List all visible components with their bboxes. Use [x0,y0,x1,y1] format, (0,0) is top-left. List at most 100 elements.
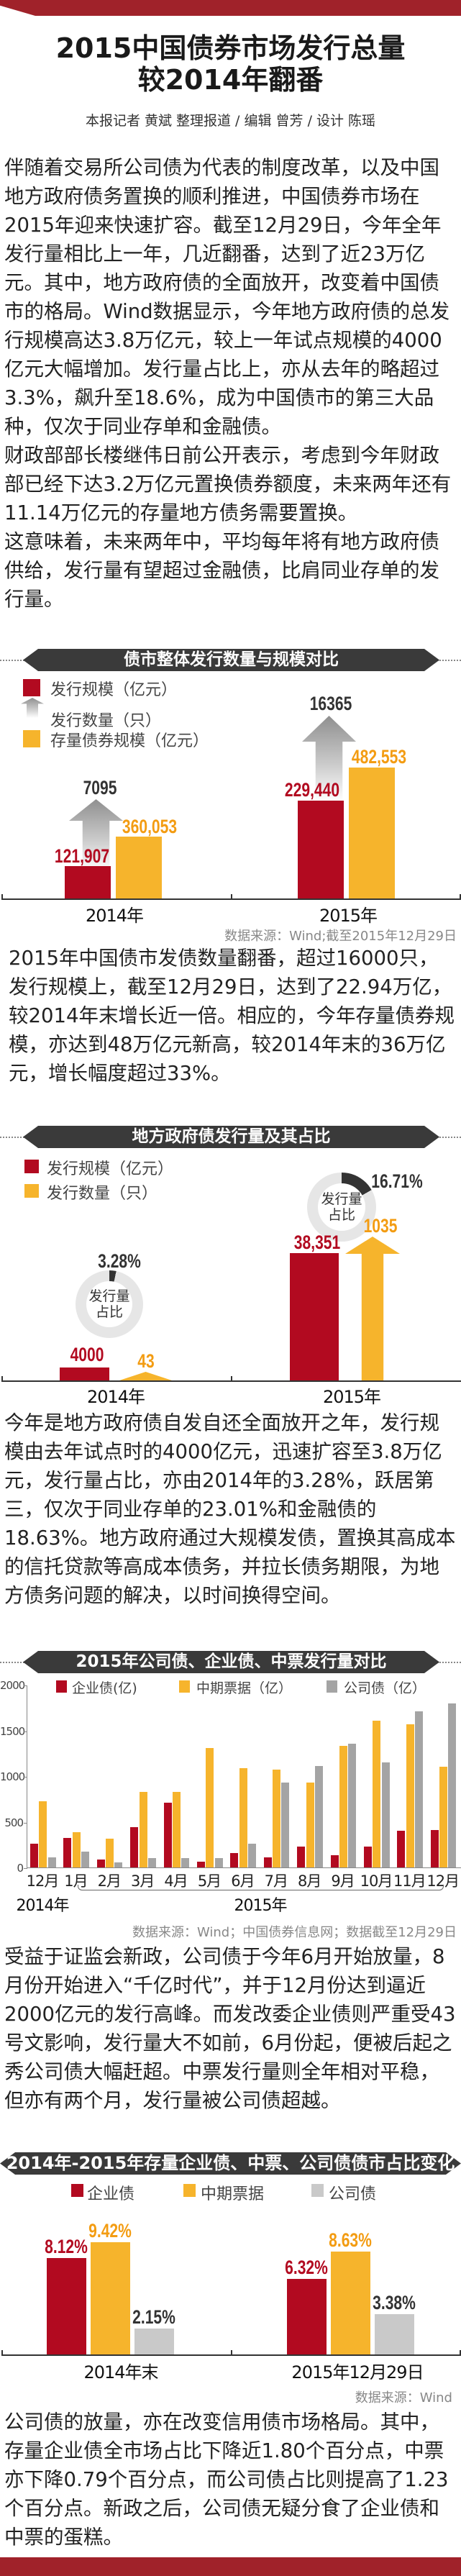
share-bar-enterprise [287,2279,327,2354]
corporate-bond-bar [47,1857,56,1868]
month-label: 3月 [131,1872,155,1890]
month-label: 4月 [164,1872,188,1890]
chart3-title: 2015年公司债、企业债、中票发行量对比 [23,1651,439,1673]
enterprise-bond-bar [230,1852,239,1868]
article-block-3: 今年是地方政府债自发自还全面放开之年，发行规模由去年试点时的4000亿元，迅速扩… [4,1408,457,1610]
legend-swatch-orange [24,1184,39,1198]
share-value-label: 2.15% [132,2306,175,2329]
corporate-bond-bar [81,1851,89,1868]
donut-label: 发行量 [321,1191,362,1207]
enterprise-bond-bar [163,1802,172,1868]
paragraph: 伴随着交易所公司债为代表的制度改革，以及中国地方政府债务置换的顺利推进，中国债券… [4,156,450,438]
enterprise-bond-bar [96,1860,105,1868]
year-label-2015: 2015年 [234,1897,288,1915]
label-issuance-2014: 121,907 [54,845,110,867]
bar-local-issuance-2015 [290,1253,339,1380]
page-title-line1: 2015中国债券市场发行总量 [55,32,406,64]
month-label: 1月 [64,1872,88,1890]
bar-issuance-2014 [65,866,111,898]
mtn-bar [206,1748,214,1868]
chart4-banner: 2014年-2015年存量企业债、中票、公司债债市占比变化 [0,2152,461,2175]
corporate-bond-bar [281,1782,290,1868]
enterprise-bond-bar [397,1830,406,1868]
corporate-bond-bar [381,1762,390,1868]
bar-issuance-2015 [298,801,344,898]
enterprise-bond-bar [330,1854,339,1868]
month-label: 12月 [26,1872,60,1890]
enterprise-bond-bar [297,1846,306,1868]
paragraph: 这意味着，未来两年中，平均每年将有地方政府债供给，发行量有望超过金融债，比肩同业… [4,530,439,611]
mtn-bar [106,1838,114,1868]
legend-label: 公司债 [329,2185,377,2203]
legend-label: 发行规模（亿元） [47,1160,174,1178]
mtn-bar [39,1801,47,1868]
legend-swatch-gray [311,2184,324,2197]
share-value-label: 8.12% [45,2235,88,2257]
chart3-banner: 2015年公司债、企业债、中票发行量对比 [0,1651,461,1673]
chart1-source: 数据来源：Wind;截至2015年12月29日 [224,929,457,944]
mtn-bar [139,1791,147,1868]
corporate-bond-bar [248,1843,256,1868]
month-label: 9月 [331,1872,355,1890]
y-tick [24,1822,27,1824]
mtn-bar [339,1746,347,1868]
legend-swatch-orange [179,1680,190,1693]
share-donut-2014: 发行量 占比 [76,1270,143,1338]
share-donut-2015: 发行量 占比 [307,1173,376,1242]
enterprise-bond-bar [197,1862,205,1868]
paragraph: 2015年中国债市发债数量翻番，超过16000只，发行规模上，截至12月29日，… [9,947,455,1085]
y-tick-label: 1500 [0,1724,25,1738]
paragraph: 受益于证监会新政，公司债于今年6月开始放量，8月份开始进入“千亿时代”，并于12… [4,1945,456,2112]
mtn-bar [439,1766,448,1868]
x-label: 2015年 [319,906,378,926]
x-label: 2014年 [86,1387,145,1407]
x-label: 2014年末 [83,2362,158,2382]
top-brand-bar [0,0,461,16]
bottom-brand-bar [0,2557,461,2576]
legend-label: 企业债 [87,2185,135,2203]
share-bar-corporate [375,2314,414,2354]
y-tick-label: 2000 [0,1679,25,1692]
legend-swatch-red [71,2184,83,2197]
share-label-2015: 16.71% [371,1170,423,1192]
x-axis [27,1867,461,1868]
month-label: 10月 [360,1872,393,1890]
month-label: 5月 [197,1872,222,1890]
mtn-bar [373,1721,381,1868]
paragraph: 公司债的放量，亦在改变信用债市场格局。其中，存量企业债全市场占比下降近1.80个… [4,2411,449,2549]
mtn-bar [172,1791,181,1868]
x-label: 2015年 [322,1387,381,1407]
year-label-2014: 2014年 [16,1897,70,1915]
mtn-bar [239,1767,247,1868]
label-stock-2015: 482,553 [351,746,407,768]
corporate-bond-bar [181,1858,190,1868]
corporate-bond-bar [114,1862,123,1868]
x-label: 2014年 [85,906,144,926]
legend-swatch-red [24,1160,39,1173]
share-bar-enterprise [47,2257,86,2354]
label-stock-2014: 360,053 [122,816,178,837]
y-tick-label: 0 [17,1862,24,1875]
chart1-banner: 债市整体发行数量与规模对比 [0,649,461,671]
legend-label: 存量债券规模（亿元） [50,732,209,750]
corporate-bond-bar [214,1857,223,1868]
label-issuance-2015: 229,440 [284,779,340,801]
y-tick-label: 500 [4,1816,24,1829]
legend-swatch-orange [23,730,40,747]
donut-label: 占比 [327,1207,355,1223]
chart1-title: 债市整体发行数量与规模对比 [23,649,439,671]
y-tick [24,1868,27,1869]
enterprise-bond-bar [364,1846,372,1868]
month-label: 7月 [264,1872,288,1890]
corporate-bond-bar [314,1765,323,1868]
enterprise-bond-bar [430,1829,439,1868]
bar-local-issuance-2014 [60,1367,109,1380]
article-block-5: 公司债的放量，亦在改变信用债市场格局。其中，存量企业债全市场占比下降近1.80个… [4,2408,457,2552]
legend-swatch-red [23,679,40,696]
paragraph: 财政部部长楼继伟日前公开表示，考虑到今年财政部已经下达3.2万亿元置换债券额度，… [4,444,452,524]
legend-label: 发行规模（亿元） [50,681,178,699]
enterprise-bond-bar [130,1827,139,1868]
y-tick [24,1777,27,1778]
month-label: 11月 [393,1872,426,1890]
